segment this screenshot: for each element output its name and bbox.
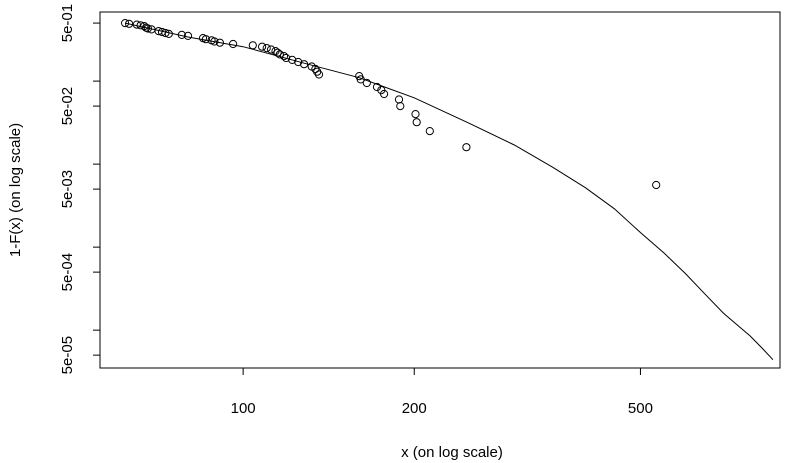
data-point bbox=[183, 31, 193, 41]
x-tick-label: 200 bbox=[402, 400, 427, 417]
data-point bbox=[394, 95, 404, 104]
x-axis: 100 200 500 bbox=[231, 368, 653, 417]
x-tick-label: 100 bbox=[231, 400, 256, 417]
y-tick-label: 5e-03 bbox=[59, 170, 76, 208]
data-point bbox=[258, 42, 267, 51]
data-point bbox=[215, 38, 224, 47]
data-point bbox=[412, 118, 421, 127]
x-tick-label: 500 bbox=[628, 400, 653, 417]
y-axis-title: 1-F(x) (on log scale) bbox=[7, 123, 24, 257]
data-point bbox=[362, 78, 371, 88]
data-point bbox=[396, 102, 405, 111]
data-point bbox=[411, 110, 420, 119]
data-point bbox=[282, 53, 291, 63]
data-point bbox=[462, 143, 471, 152]
y-tick-label: 5e-01 bbox=[59, 4, 76, 42]
data-point bbox=[356, 75, 365, 84]
scatter-points-layer bbox=[121, 19, 661, 190]
data-point bbox=[652, 180, 661, 190]
data-point bbox=[273, 48, 282, 57]
data-point bbox=[300, 60, 309, 69]
data-point bbox=[177, 30, 186, 40]
x-axis-title: x (on log scale) bbox=[401, 444, 503, 461]
y-tick-label: 5e-02 bbox=[59, 87, 76, 125]
data-point bbox=[294, 57, 303, 67]
data-point bbox=[210, 37, 219, 46]
data-point bbox=[125, 19, 134, 28]
fitted-curve-layer bbox=[124, 22, 774, 361]
data-point bbox=[164, 29, 173, 39]
y-tick-label: 5e-05 bbox=[59, 336, 76, 374]
data-point bbox=[161, 28, 170, 38]
y-tick-label: 5e-04 bbox=[59, 253, 76, 291]
data-point bbox=[248, 41, 257, 50]
plot-frame bbox=[99, 11, 781, 369]
y-axis: 5e-01 5e-02 5e-03 5e-04 5e-05 bbox=[59, 4, 100, 374]
data-point bbox=[425, 127, 434, 136]
data-point bbox=[136, 21, 145, 30]
data-point bbox=[267, 45, 276, 54]
data-point bbox=[132, 20, 141, 29]
data-point bbox=[229, 39, 238, 49]
data-point bbox=[288, 55, 297, 65]
data-point bbox=[121, 19, 130, 28]
data-point bbox=[262, 44, 271, 53]
data-point bbox=[314, 70, 324, 79]
data-point bbox=[380, 89, 389, 99]
data-point bbox=[279, 52, 289, 61]
data-point bbox=[201, 35, 210, 44]
data-point bbox=[275, 50, 284, 59]
data-point bbox=[143, 24, 152, 33]
fitted-curve bbox=[124, 22, 774, 361]
